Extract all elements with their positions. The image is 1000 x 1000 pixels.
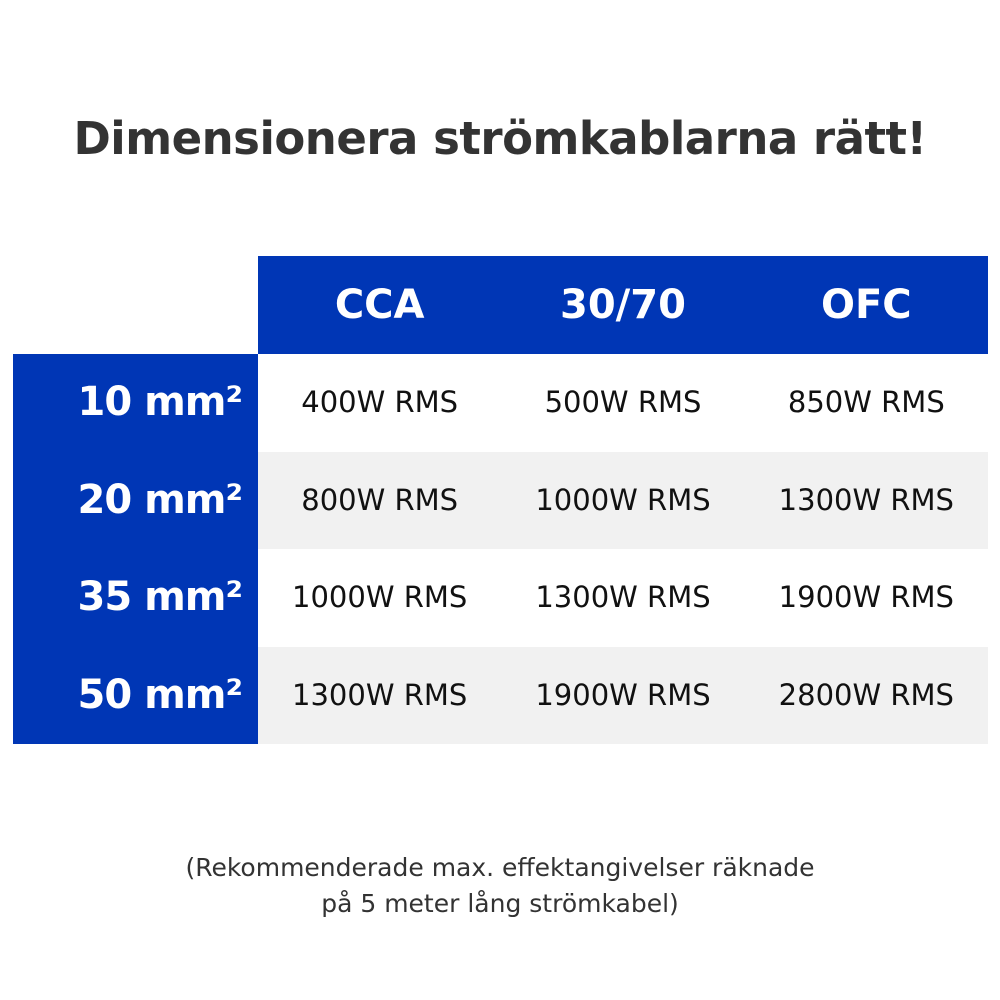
- column-header: OFC: [820, 282, 912, 328]
- table-row: 400W RMS 500W RMS 850W RMS: [258, 354, 988, 452]
- row-headers: 10 mm² 20 mm² 35 mm² 50 mm²: [13, 354, 258, 744]
- row-header: 50 mm²: [77, 671, 243, 718]
- table-cell: 800W RMS: [301, 482, 459, 517]
- page-title: Dimensionera strömkablarna rätt!: [73, 112, 927, 165]
- column-header: CCA: [334, 282, 425, 328]
- row-header: 35 mm²: [77, 574, 243, 620]
- table-cell: 1300W RMS: [535, 580, 711, 614]
- table-row: 1000W RMS 1300W RMS 1900W RMS: [258, 549, 988, 647]
- table-row: 1300W RMS 1900W RMS 2800W RMS: [258, 646, 988, 744]
- table-cell: 1300W RMS: [778, 482, 954, 517]
- table-body: 400W RMS 500W RMS 850W RMS 800W RMS 1000…: [258, 354, 988, 744]
- table-cell: 1000W RMS: [292, 580, 468, 614]
- table-cell: 500W RMS: [544, 385, 702, 419]
- row-header: 10 mm²: [77, 379, 243, 425]
- row-header: 20 mm²: [77, 476, 243, 523]
- table-cell: 2800W RMS: [778, 677, 954, 712]
- table-cell: 400W RMS: [301, 385, 459, 419]
- table-cell: 850W RMS: [787, 385, 945, 419]
- footnote: (Rekommenderade max. effektangivelser rä…: [0, 850, 1000, 922]
- table-cell: 1300W RMS: [292, 677, 468, 712]
- footnote-line: (Rekommenderade max. effektangivelser rä…: [185, 853, 815, 882]
- table-cell: 1000W RMS: [535, 482, 711, 517]
- table-cell: 1900W RMS: [535, 677, 711, 712]
- table-cell: 1900W RMS: [778, 580, 954, 614]
- table-header: CCA 30/70 OFC: [258, 256, 988, 354]
- table-row: 800W RMS 1000W RMS 1300W RMS: [258, 451, 988, 549]
- column-header: 30/70: [560, 282, 686, 328]
- footnote-line: på 5 meter lång strömkabel): [321, 889, 679, 918]
